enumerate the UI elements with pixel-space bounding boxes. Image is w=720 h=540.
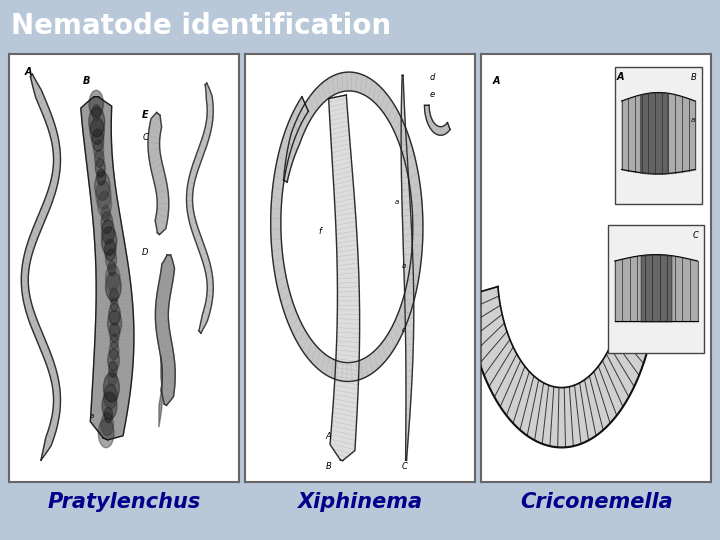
Text: A: A (492, 76, 500, 86)
Circle shape (104, 407, 112, 423)
Text: Xiphinema: Xiphinema (297, 492, 423, 512)
Text: A: A (617, 72, 624, 82)
Circle shape (108, 349, 120, 371)
Circle shape (94, 172, 110, 200)
Circle shape (111, 298, 118, 312)
Polygon shape (156, 255, 175, 406)
Text: E: E (143, 110, 149, 120)
Text: e: e (429, 90, 434, 99)
Polygon shape (186, 83, 213, 333)
Circle shape (109, 303, 120, 325)
Circle shape (97, 191, 112, 218)
Circle shape (108, 261, 116, 275)
Text: f: f (318, 227, 322, 235)
Circle shape (94, 140, 104, 159)
Text: d: d (429, 73, 434, 82)
Polygon shape (329, 95, 359, 461)
Circle shape (102, 220, 114, 244)
Polygon shape (271, 72, 423, 381)
Circle shape (108, 370, 117, 387)
Text: B: B (690, 73, 696, 82)
Text: C: C (693, 231, 699, 240)
Text: B: B (82, 76, 90, 86)
Polygon shape (22, 74, 60, 460)
Circle shape (101, 413, 114, 436)
Polygon shape (81, 97, 134, 440)
Circle shape (107, 310, 122, 336)
Text: Criconemella: Criconemella (520, 492, 672, 512)
Circle shape (106, 272, 121, 301)
Text: a: a (89, 413, 94, 418)
Circle shape (104, 384, 117, 409)
Text: Nematode identification: Nematode identification (11, 12, 391, 39)
Polygon shape (148, 112, 168, 234)
Polygon shape (401, 76, 414, 461)
Circle shape (99, 418, 114, 448)
Text: A: A (24, 68, 32, 77)
Circle shape (109, 323, 120, 342)
Bar (615, 67, 702, 204)
Text: a: a (690, 117, 695, 123)
Circle shape (106, 249, 117, 269)
Circle shape (90, 118, 104, 144)
Text: C: C (143, 132, 148, 141)
Circle shape (102, 227, 117, 255)
Text: b: b (402, 263, 406, 269)
Circle shape (89, 90, 104, 117)
Circle shape (95, 159, 105, 177)
Circle shape (109, 342, 119, 360)
Circle shape (102, 392, 117, 420)
Circle shape (104, 239, 116, 261)
Text: Pratylenchus: Pratylenchus (48, 492, 200, 512)
Circle shape (102, 206, 110, 221)
Polygon shape (466, 287, 657, 448)
Circle shape (106, 264, 120, 291)
Circle shape (97, 169, 106, 185)
Text: D: D (143, 248, 149, 257)
Text: A: A (325, 432, 331, 441)
Text: C: C (402, 462, 408, 471)
Circle shape (110, 334, 119, 349)
Circle shape (94, 150, 104, 167)
Circle shape (109, 288, 118, 303)
Polygon shape (425, 105, 450, 135)
Circle shape (96, 181, 111, 209)
Text: c: c (402, 327, 405, 333)
Circle shape (92, 105, 101, 121)
Text: a: a (395, 199, 399, 205)
Circle shape (101, 212, 113, 233)
Text: B: B (325, 462, 331, 471)
Bar (608, 225, 704, 353)
Circle shape (92, 129, 104, 151)
Circle shape (109, 361, 117, 377)
Circle shape (104, 373, 120, 402)
Circle shape (89, 107, 104, 137)
